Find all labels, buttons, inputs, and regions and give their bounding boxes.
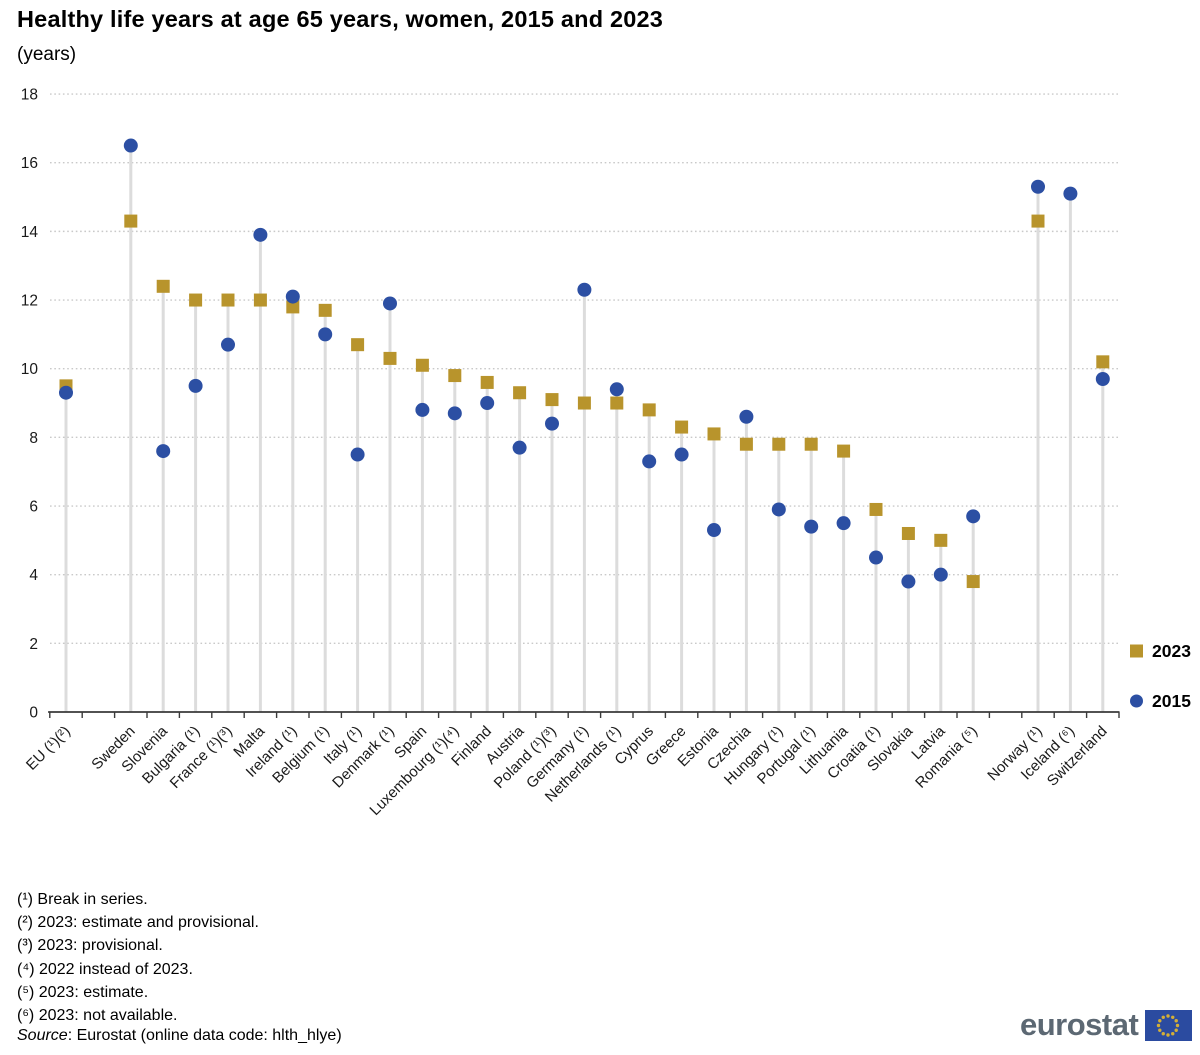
marker-2015	[804, 519, 819, 534]
marker-2023	[772, 437, 786, 451]
marker-2015	[577, 282, 592, 297]
marker-2023	[351, 338, 365, 352]
marker-2023	[318, 303, 332, 317]
marker-2015	[512, 440, 527, 455]
marker-2015	[739, 409, 754, 424]
marker-2015	[1095, 371, 1110, 386]
marker-2015	[1031, 179, 1045, 194]
marker-2023	[415, 358, 429, 372]
marker-2015	[771, 502, 786, 517]
footnote-line: (⁵) 2023: estimate.	[17, 983, 149, 1001]
marker-2015	[480, 396, 495, 411]
marker-2023	[545, 393, 559, 407]
marker-2015	[545, 416, 559, 431]
marker-2015	[221, 337, 235, 352]
marker-2015	[285, 289, 300, 304]
marker-2023	[675, 420, 689, 434]
marker-2015	[933, 567, 948, 582]
marker-2023	[448, 369, 462, 383]
chart-unit-subtitle: (years)	[17, 44, 77, 65]
y-tick-label: 2	[29, 636, 38, 653]
eu-flag-icon	[1145, 1009, 1193, 1041]
eu-flag-stars	[1157, 1013, 1180, 1037]
marker-2015	[966, 509, 981, 524]
marker-2023	[383, 351, 397, 365]
marker-2023	[901, 526, 915, 540]
footnote-line: (⁶) 2023: not available.	[17, 1007, 178, 1025]
eurostat-logo: eurostat	[1020, 1007, 1193, 1043]
y-tick-label: 6	[29, 499, 38, 516]
marker-2015	[156, 444, 171, 459]
footnote-line: (¹) Break in series.	[17, 891, 148, 908]
marker-2015	[836, 516, 851, 531]
country-label: EU (¹)(²)	[23, 723, 74, 774]
marker-2023	[221, 293, 235, 307]
marker-2023	[707, 427, 721, 441]
marker-2023	[189, 293, 203, 307]
marker-2015	[869, 550, 883, 565]
marker-2023	[1031, 214, 1045, 228]
footnote-line: (²) 2023: estimate and provisional.	[17, 914, 259, 932]
marker-2023	[869, 502, 883, 516]
marker-2023	[610, 396, 624, 410]
marker-2015	[383, 296, 397, 311]
marker-2023	[253, 293, 267, 307]
marker-2023	[739, 437, 753, 451]
marker-2015	[901, 574, 916, 589]
marker-2015	[318, 327, 333, 342]
y-tick-label: 18	[21, 87, 38, 104]
eurostat-wordmark: eurostat	[1020, 1007, 1139, 1042]
marker-2023	[480, 375, 494, 389]
marker-2023	[934, 533, 948, 547]
marker-2015	[188, 378, 203, 393]
marker-2015	[642, 454, 657, 469]
y-tick-label: 0	[29, 705, 38, 722]
marker-2015	[1063, 186, 1078, 201]
marker-2023	[837, 444, 851, 458]
marker-2023	[642, 403, 656, 417]
source-label: Source	[17, 1027, 68, 1044]
marker-2023	[156, 279, 170, 293]
marker-2015	[123, 138, 138, 153]
legend-swatch-2015	[1130, 694, 1143, 708]
marker-2015	[253, 227, 268, 242]
marker-2023	[804, 437, 818, 451]
y-tick-label: 4	[29, 567, 38, 584]
marker-2015	[447, 406, 462, 421]
marker-2023	[966, 575, 980, 589]
y-tick-label: 14	[21, 224, 39, 241]
y-tick-label: 10	[21, 361, 39, 378]
marker-2023	[286, 300, 300, 314]
marker-2015	[609, 382, 624, 397]
marker-2015	[59, 385, 73, 400]
marker-2015	[350, 447, 365, 462]
marker-2023	[513, 386, 527, 400]
legend-swatch-2023	[1130, 644, 1143, 658]
legend-label-2023: 2023	[1152, 641, 1191, 661]
source-text: : Eurostat (online data code: hlth_hlye)	[67, 1027, 342, 1044]
chart-title: Healthy life years at age 65 years, wome…	[17, 6, 664, 32]
source-line: Source: Eurostat (online data code: hlth…	[17, 1027, 342, 1045]
marker-2023	[1096, 355, 1110, 369]
marker-2015	[707, 523, 721, 538]
footnote-line: (³) 2023: provisional.	[17, 937, 163, 955]
footnotes: (¹) Break in series. (²) 2023: estimate a…	[17, 888, 259, 1027]
legend-label-2015: 2015	[1152, 691, 1191, 711]
marker-2015	[415, 402, 430, 417]
y-tick-label: 16	[21, 155, 38, 172]
marker-2023	[577, 396, 591, 410]
marker-2023	[124, 214, 138, 228]
y-tick-label: 12	[21, 293, 38, 310]
marker-2015	[674, 447, 689, 462]
footnote-line: (⁴) 2022 instead of 2023.	[17, 960, 193, 978]
y-tick-label: 8	[29, 430, 38, 447]
